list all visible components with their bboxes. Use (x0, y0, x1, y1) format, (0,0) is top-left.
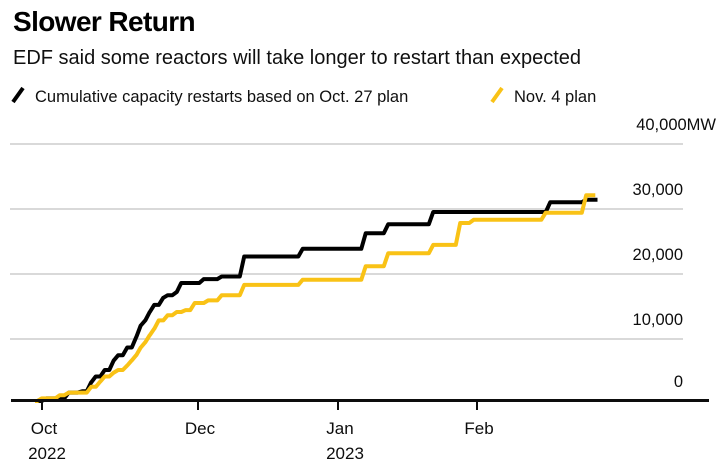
page-title: Slower Return (13, 6, 196, 37)
y-axis-label-10000: 10,000 (632, 311, 683, 329)
gridline-40000 (10, 143, 683, 145)
x-axis-label-2023: 2023 (326, 444, 364, 463)
x-axis-tick-feb (476, 402, 478, 410)
y-axis-label-40000MW: 40,000MW (636, 116, 716, 134)
x-axis-tick-dec (197, 402, 199, 410)
x-axis-label-dec: Dec (184, 419, 216, 438)
chart-subtitle: EDF said some reactors will take longer … (13, 47, 582, 69)
x-axis-label-jan: Jan (326, 419, 354, 438)
x-axis-label-feb: Feb (464, 419, 494, 438)
gridline-20000 (10, 273, 683, 275)
x-axis-tick-jan (337, 402, 339, 410)
y-axis-label-0: 0 (673, 373, 683, 391)
x-axis-baseline (11, 399, 709, 402)
legend-item-oct27-plan: Cumulative capacity restarts based on Oc… (10, 86, 408, 109)
gridline-10000 (10, 338, 683, 340)
legend-item-nov4-plan: Nov. 4 plan (489, 86, 596, 109)
series-line-oct27-plan (35, 197, 598, 403)
x-axis-label-oct: Oct (30, 419, 58, 438)
yellow-slash-icon (489, 86, 505, 109)
black-slash-icon (10, 86, 26, 109)
legend-label-oct27-plan: Cumulative capacity restarts based on Oc… (35, 88, 409, 106)
gridline-30000 (10, 208, 683, 210)
series-line-nov4-plan (35, 193, 596, 403)
y-axis-label-20000: 20,000 (632, 246, 683, 264)
x-axis-tick-oct (41, 402, 43, 410)
x-axis-label-2022: 2022 (28, 444, 66, 463)
y-axis-label-30000: 30,000 (632, 181, 683, 199)
legend-label-nov4-plan: Nov. 4 plan (514, 88, 597, 106)
